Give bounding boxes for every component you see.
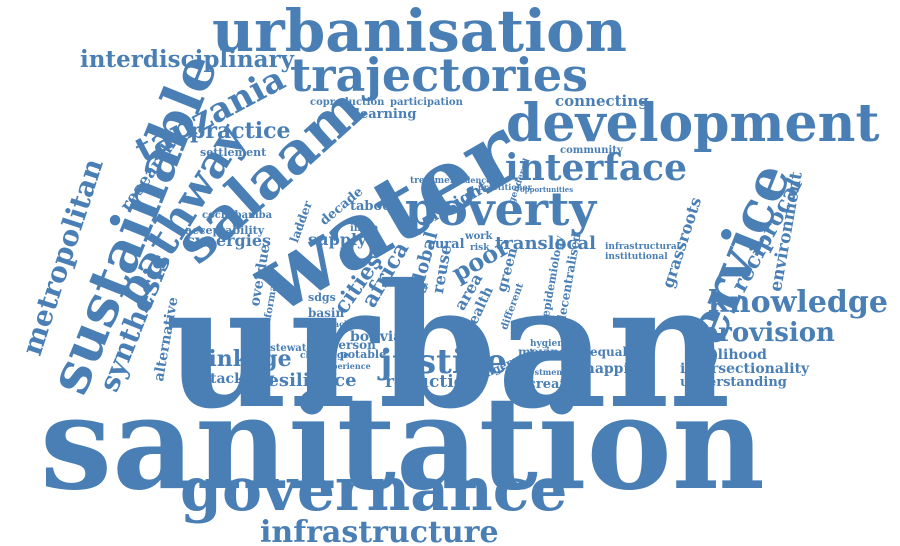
cloud-word-india: india	[350, 223, 379, 234]
cloud-word-translocal: translocal	[495, 233, 596, 254]
cloud-word-synergies: synergies	[186, 231, 271, 250]
cloud-word-connecting: connecting	[555, 92, 649, 110]
cloud-word-rural: rural	[428, 237, 465, 252]
cloud-word-mapping: mapping	[580, 361, 649, 377]
cloud-word-interdisciplinary: interdisciplinary	[80, 46, 295, 73]
cloud-word-acc: acc	[410, 281, 429, 292]
cloud-word-taboo: taboo	[350, 199, 391, 214]
cloud-word-sanitation: sanitation	[40, 369, 765, 519]
cloud-word-institutional: institutional	[605, 252, 668, 262]
cloud-word-investment: investment	[516, 367, 566, 377]
cloud-word-understanding: understanding	[680, 375, 787, 390]
cloud-word-acceptability: acceptability	[185, 224, 265, 237]
cloud-word-risk: risk	[470, 243, 490, 253]
cloud-word-treatment: treatment	[410, 176, 461, 186]
cloud-word-potable: potable	[340, 348, 387, 361]
cloud-word-bolivia: bolivia	[350, 329, 403, 345]
cloud-word-infrastructure: infrastructure	[260, 515, 499, 546]
cloud-word-goal: goal	[396, 319, 420, 330]
cloud-word-learning: learning	[355, 107, 417, 122]
cloud-word-poverty: poverty	[405, 182, 597, 236]
cloud-word-intersectionality: intersectionality	[680, 361, 810, 377]
cloud-word-basin: basin	[308, 306, 345, 320]
cloud-word-trajectories: trajectories	[290, 48, 589, 102]
cloud-word-urbanisation: urbanisation	[212, 0, 627, 65]
cloud-word-equality: equality	[590, 345, 645, 359]
cloud-word-justice: justice	[380, 342, 508, 382]
cloud-word-challenge: challenge	[300, 351, 349, 361]
cloud-word-experience: experience	[322, 361, 371, 371]
cloud-word-creating: creating	[528, 377, 589, 392]
cloud-word-participation: participation	[390, 97, 463, 108]
cloud-word-work: work	[465, 231, 493, 242]
cloud-word-moving: moving	[518, 345, 568, 359]
cloud-word-community: community	[560, 145, 623, 156]
cloud-word-coproduction: coproduction	[310, 97, 385, 108]
cloud-word-cochabamba: cochabamba	[202, 210, 273, 221]
cloud-word-wastewater: wastewater	[255, 343, 319, 354]
cloud-word-approach: approach	[308, 319, 350, 329]
cloud-word-sdgs: sdgs	[308, 291, 336, 304]
cloud-word-linkage: linkage	[200, 346, 292, 372]
cloud-word-reduction: reduction	[385, 372, 478, 392]
cloud-word-person: person	[330, 338, 376, 352]
cloud-word-opportunities: opportunities	[520, 185, 574, 194]
cloud-word-livelihood: livelihood	[690, 347, 767, 363]
cloud-word-interface: interface	[505, 147, 687, 189]
cloud-word-practice: practice	[190, 118, 291, 144]
cloud-word-provision: provision	[700, 318, 835, 348]
cloud-word-settlement: settlement	[200, 146, 267, 159]
cloud-word-tackling: tackling	[210, 371, 275, 387]
cloud-word-resilience: resilience	[258, 370, 357, 391]
cloud-word-development: development	[506, 93, 880, 154]
cloud-word-governance: governance	[180, 455, 568, 525]
cloud-word-practitioner: practitioner	[478, 182, 532, 192]
cloud-word-infrastructural: infrastructural	[605, 242, 681, 252]
cloud-word-evidence: evidence	[452, 175, 492, 185]
cloud-word-supply: supply	[308, 230, 367, 249]
cloud-word-urban: urban	[165, 247, 731, 447]
cloud-word-knowledge: knowledge	[708, 285, 888, 320]
cloud-word-hygiene: hygiene	[530, 339, 570, 349]
